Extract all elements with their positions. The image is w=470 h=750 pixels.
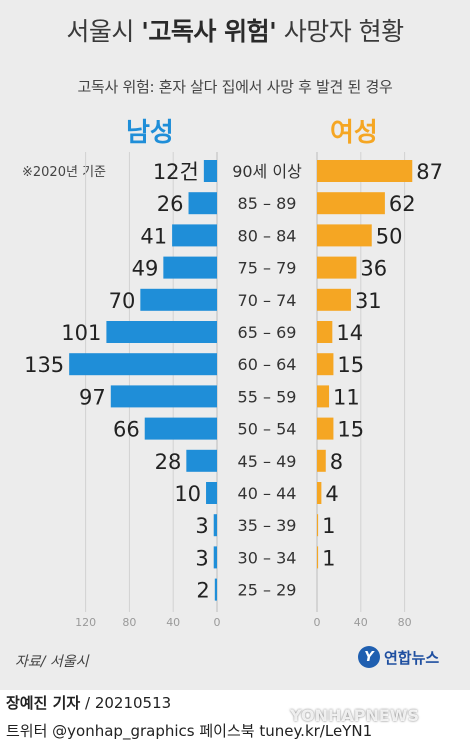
female-bar bbox=[317, 353, 334, 376]
male-bar bbox=[213, 514, 217, 537]
social-links: 트위터 @yonhap_graphics 페이스북 tuney.kr/LeYN1 bbox=[6, 722, 373, 740]
male-value-label: 70 bbox=[109, 289, 136, 313]
female-value-label: 1 bbox=[322, 514, 335, 538]
male-axis-tick-label: 40 bbox=[166, 616, 180, 629]
female-value-label: 50 bbox=[376, 224, 403, 248]
male-bar bbox=[203, 160, 217, 182]
female-value-label: 4 bbox=[325, 482, 338, 506]
age-category-label: 30 – 34 bbox=[238, 548, 297, 567]
chart-panel: 서울시 '고독사 위험' 사망자 현황 고독사 위험: 혼자 살다 집에서 사망… bbox=[0, 0, 470, 690]
male-bar bbox=[144, 417, 217, 440]
male-value-label: 12건 bbox=[153, 160, 199, 184]
male-bar bbox=[163, 256, 217, 279]
male-axis-tick-label: 80 bbox=[122, 616, 136, 629]
male-bar bbox=[110, 385, 217, 408]
yonhap-logo-text: 연합뉴스 bbox=[384, 648, 440, 667]
male-bar bbox=[214, 578, 217, 601]
age-category-label: 85 – 89 bbox=[238, 194, 297, 213]
female-bar bbox=[317, 482, 322, 504]
male-bar bbox=[188, 192, 217, 215]
male-axis-tick-label: 120 bbox=[75, 616, 96, 629]
male-value-label: 26 bbox=[157, 192, 184, 216]
title-bold: '고독사 위험' bbox=[141, 17, 277, 46]
female-axis-tick-label: 80 bbox=[398, 616, 412, 629]
female-bar bbox=[317, 546, 319, 569]
female-bar bbox=[317, 385, 330, 408]
age-category-label: 90세 이상 bbox=[232, 162, 302, 181]
byline-date: / 20210513 bbox=[80, 694, 172, 712]
chart-title: 서울시 '고독사 위험' 사망자 현황 bbox=[0, 12, 470, 48]
male-value-label: 66 bbox=[113, 418, 140, 442]
age-category-label: 80 – 84 bbox=[238, 226, 297, 245]
female-bar bbox=[317, 224, 372, 247]
male-value-label: 97 bbox=[79, 385, 106, 409]
yonhap-logo-icon: Y bbox=[358, 646, 380, 668]
female-legend-label: 여성 bbox=[330, 118, 378, 148]
male-bar bbox=[213, 546, 217, 569]
yonhapnews-watermark: YONHAPNEWS bbox=[290, 706, 419, 725]
male-bar bbox=[140, 288, 217, 311]
male-bar bbox=[186, 449, 217, 472]
male-legend-label: 남성 bbox=[126, 118, 174, 148]
male-bar bbox=[106, 321, 217, 343]
age-category-label: 65 – 69 bbox=[238, 323, 297, 342]
female-value-label: 87 bbox=[416, 160, 443, 184]
male-value-label: 28 bbox=[155, 450, 182, 474]
byline-name: 장예진 기자 bbox=[6, 694, 81, 712]
female-value-label: 11 bbox=[333, 385, 360, 409]
male-value-label: 10 bbox=[174, 482, 201, 506]
age-category-label: 75 – 79 bbox=[238, 259, 297, 278]
female-bar bbox=[317, 192, 385, 215]
male-bar bbox=[206, 482, 217, 504]
male-value-label: 135 bbox=[24, 353, 64, 377]
female-value-label: 62 bbox=[389, 192, 416, 216]
female-bar bbox=[317, 417, 334, 440]
age-category-label: 60 – 64 bbox=[238, 355, 297, 374]
female-bar bbox=[317, 321, 333, 343]
male-bar bbox=[172, 224, 217, 247]
yonhap-logo: Y 연합뉴스 bbox=[358, 646, 439, 668]
age-category-label: 40 – 44 bbox=[238, 484, 297, 503]
age-category-label: 45 – 49 bbox=[238, 452, 297, 471]
female-value-label: 15 bbox=[337, 418, 364, 442]
age-category-label: 55 – 59 bbox=[238, 387, 297, 406]
age-category-label: 25 – 29 bbox=[238, 581, 297, 600]
male-value-label: 3 bbox=[195, 546, 208, 570]
female-bar bbox=[317, 514, 319, 537]
female-axis-tick-label: 40 bbox=[354, 616, 368, 629]
female-bar bbox=[317, 256, 357, 279]
male-value-label: 3 bbox=[195, 514, 208, 538]
basis-note: ※2020년 기준 bbox=[22, 165, 106, 180]
age-category-label: 70 – 74 bbox=[238, 291, 297, 310]
female-value-label: 31 bbox=[355, 289, 382, 313]
female-value-label: 1 bbox=[322, 546, 335, 570]
male-value-label: 2 bbox=[196, 579, 209, 603]
female-bar bbox=[317, 288, 351, 311]
female-value-label: 15 bbox=[337, 353, 364, 377]
female-value-label: 8 bbox=[330, 450, 343, 474]
source-note: 자료/ 서울시 bbox=[15, 654, 89, 670]
male-value-label: 49 bbox=[132, 257, 159, 281]
male-value-label: 101 bbox=[61, 321, 101, 345]
title-prefix: 서울시 bbox=[66, 17, 142, 46]
male-value-label: 41 bbox=[140, 224, 167, 248]
male-bar bbox=[69, 353, 217, 376]
female-bar bbox=[317, 449, 326, 472]
age-category-label: 50 – 54 bbox=[238, 420, 297, 439]
female-value-label: 14 bbox=[336, 321, 363, 345]
male-axis-tick-label: 0 bbox=[214, 616, 221, 629]
title-suffix: 사망자 현황 bbox=[276, 17, 404, 46]
female-bar bbox=[317, 160, 413, 182]
female-value-label: 36 bbox=[360, 257, 387, 281]
byline: 장예진 기자 / 20210513 bbox=[6, 692, 171, 713]
age-category-label: 35 – 39 bbox=[238, 516, 297, 535]
chart-subtitle: 고독사 위험: 혼자 살다 집에서 사망 후 발견 된 경우 bbox=[77, 78, 393, 96]
female-axis-tick-label: 0 bbox=[314, 616, 321, 629]
